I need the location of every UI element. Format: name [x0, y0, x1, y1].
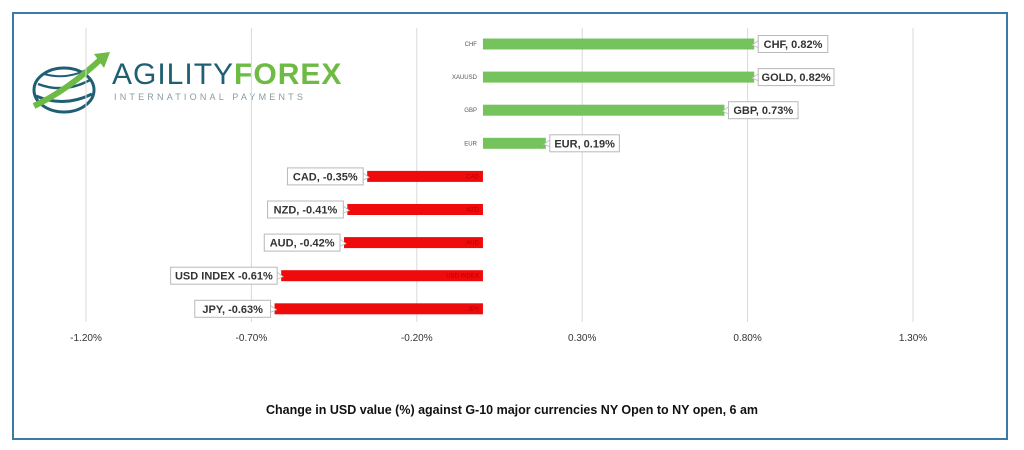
- chart-frame: [12, 12, 1008, 440]
- logo-wordmark: AGILITYFOREX: [112, 60, 342, 90]
- bar: [482, 104, 725, 116]
- data-label: EUR, 0.19%: [554, 138, 615, 150]
- data-label-box: [727, 101, 799, 120]
- category-label: CAD: [466, 174, 479, 180]
- x-tick-label: 0.30%: [568, 333, 596, 344]
- x-tick-label: 0.80%: [733, 333, 761, 344]
- bar: [482, 38, 755, 50]
- x-tick-label: -0.20%: [401, 333, 433, 344]
- data-label-box: [267, 200, 344, 219]
- x-tick-label: 1.30%: [899, 333, 927, 344]
- category-label: XAUUSD: [452, 75, 478, 81]
- data-label: GBP, 0.73%: [733, 105, 793, 117]
- bar: [482, 71, 755, 83]
- bar: [274, 303, 483, 315]
- category-label: CHF: [465, 42, 478, 48]
- data-label: NZD, -0.41%: [274, 205, 338, 217]
- category-label: GBP: [464, 108, 477, 114]
- data-label-box: [549, 134, 620, 153]
- data-label: USD INDEX -0.61%: [175, 271, 273, 283]
- logo-word-a: AGILITY: [112, 58, 235, 91]
- bar: [367, 170, 483, 182]
- bar: [347, 204, 483, 215]
- category-label: JPY: [468, 307, 479, 313]
- data-label-box: [194, 299, 272, 318]
- bar: [344, 237, 483, 249]
- logo-word-b: FOREX: [234, 58, 343, 91]
- data-label: CHF, 0.82%: [764, 39, 823, 51]
- data-label-box: [757, 68, 835, 87]
- data-label: JPY, -0.63%: [202, 304, 263, 316]
- globe-arrow-icon: [32, 52, 110, 114]
- bar: [482, 137, 546, 149]
- data-label-box: [757, 35, 829, 53]
- data-label: GOLD, 0.82%: [762, 72, 831, 84]
- logo-tagline: INTERNATIONAL PAYMENTS: [114, 92, 307, 102]
- x-tick-label: -0.70%: [236, 333, 268, 344]
- chart-caption: Change in USD value (%) against G-10 maj…: [265, 403, 759, 417]
- data-label-box: [286, 167, 364, 186]
- data-label: CAD, -0.35%: [293, 171, 358, 183]
- data-label-box: [170, 266, 278, 285]
- agility-forex-logo: AGILITYFOREX INTERNATIONAL PAYMENTS: [28, 50, 341, 120]
- data-label-box: [263, 233, 341, 252]
- data-label: AUD, -0.42%: [270, 238, 335, 250]
- category-label: USD INDEX: [446, 274, 479, 280]
- category-label: AUD: [466, 241, 479, 247]
- bar: [281, 270, 483, 282]
- category-label: EUR: [464, 141, 477, 147]
- category-label: NZD: [467, 208, 480, 214]
- x-tick-label: -1.20%: [70, 333, 102, 344]
